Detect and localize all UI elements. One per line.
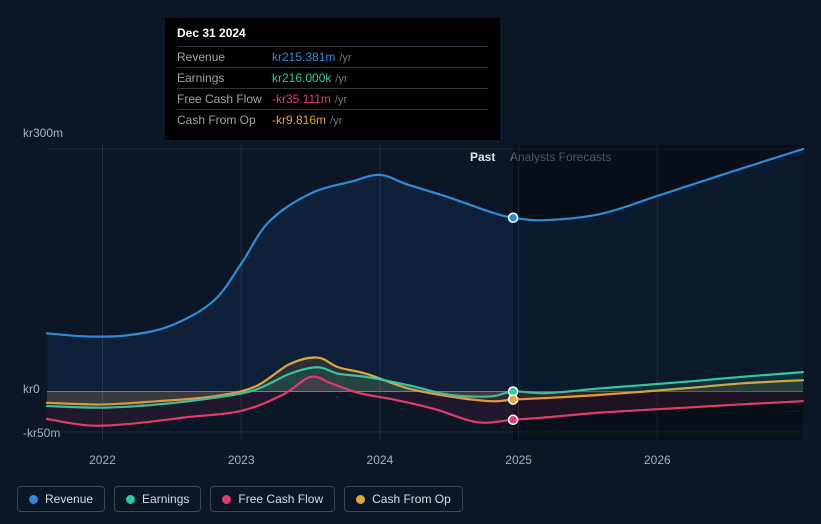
tooltip-row: Earningskr216.000k/yr xyxy=(177,67,488,88)
tooltip-row: Free Cash Flow-kr35.111m/yr xyxy=(177,88,488,109)
legend-dot-icon xyxy=(29,495,38,504)
legend: Revenue Earnings Free Cash Flow Cash From O… xyxy=(17,486,463,512)
tooltip-row-unit: /yr xyxy=(330,115,342,127)
x-tick-label: 2022 xyxy=(89,453,116,467)
tooltip-row-label: Free Cash Flow xyxy=(177,92,272,106)
tooltip-row-value: -kr35.111m xyxy=(272,92,331,106)
tooltip-row-value: -kr9.816m xyxy=(272,113,326,127)
tooltip-row-label: Revenue xyxy=(177,50,272,64)
legend-dot-icon xyxy=(356,495,365,504)
legend-item-free-cash-flow[interactable]: Free Cash Flow xyxy=(210,486,335,512)
tooltip-row: Revenuekr215.381m/yr xyxy=(177,46,488,67)
tooltip-rows: Revenuekr215.381m/yrEarningskr216.000k/y… xyxy=(177,46,488,130)
tooltip-row-label: Earnings xyxy=(177,71,272,85)
legend-label: Free Cash Flow xyxy=(238,492,323,506)
legend-item-revenue[interactable]: Revenue xyxy=(17,486,105,512)
legend-dot-icon xyxy=(222,495,231,504)
legend-item-earnings[interactable]: Earnings xyxy=(114,486,201,512)
tooltip-row-value: kr215.381m xyxy=(272,50,335,64)
legend-item-cash-from-op[interactable]: Cash From Op xyxy=(344,486,463,512)
chart-tooltip: Dec 31 2024 Revenuekr215.381m/yrEarnings… xyxy=(165,18,500,140)
tooltip-row-unit: /yr xyxy=(335,94,347,106)
legend-dot-icon xyxy=(126,495,135,504)
x-tick-label: 2023 xyxy=(228,453,255,467)
x-tick-label: 2024 xyxy=(367,453,394,467)
tooltip-row-unit: /yr xyxy=(339,52,351,64)
legend-label: Earnings xyxy=(142,492,189,506)
x-tick-label: 2025 xyxy=(505,453,532,467)
tooltip-row: Cash From Op-kr9.816m/yr xyxy=(177,109,488,130)
tooltip-row-value: kr216.000k xyxy=(272,71,331,85)
tooltip-row-label: Cash From Op xyxy=(177,113,272,127)
x-tick-label: 2026 xyxy=(644,453,671,467)
tooltip-row-unit: /yr xyxy=(335,73,347,85)
tooltip-date: Dec 31 2024 xyxy=(177,26,488,46)
legend-label: Revenue xyxy=(45,492,93,506)
legend-label: Cash From Op xyxy=(372,492,451,506)
